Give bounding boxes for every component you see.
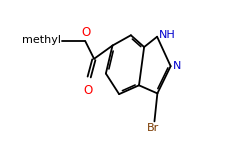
Text: NH: NH [159, 30, 176, 40]
Text: O: O [84, 84, 93, 97]
Text: N: N [173, 61, 181, 71]
Text: O: O [81, 26, 90, 39]
Text: Br: Br [147, 123, 159, 133]
Text: methyl: methyl [22, 35, 61, 45]
